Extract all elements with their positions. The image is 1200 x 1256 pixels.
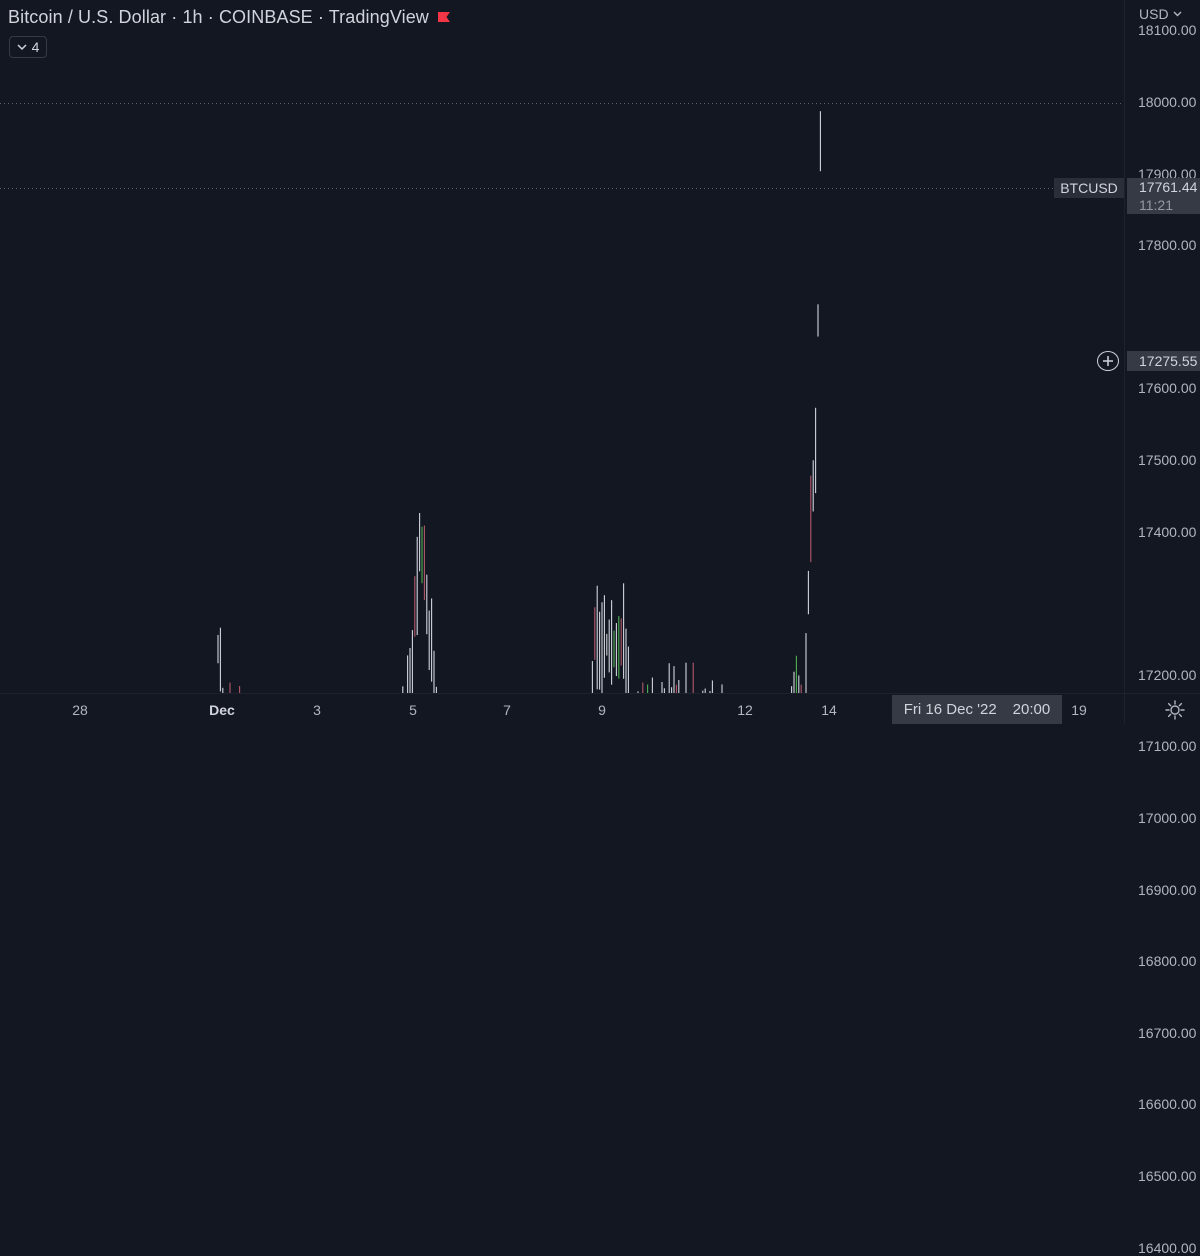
time-tick-label: Dec <box>209 702 235 718</box>
price-chart[interactable] <box>0 0 1124 693</box>
price-tick-label: 17500.00 <box>1138 452 1197 468</box>
price-tick-label: 18100.00 <box>1138 22 1197 39</box>
indicator-count: 4 <box>31 39 40 55</box>
chart-title: Bitcoin / U.S. Dollar · 1h · COINBASE · … <box>8 7 429 27</box>
last-price-label: 17761.44 11:21 <box>1127 178 1200 214</box>
price-tick-label: 16800.00 <box>1138 953 1197 970</box>
time-axis-divider <box>0 693 1200 694</box>
price-tick-label: 17600.00 <box>1138 380 1197 397</box>
symbol-label: BTCUSD <box>1054 178 1124 198</box>
crosshair-time: 20:00 <box>1012 701 1051 718</box>
chart-title-bar: Bitcoin / U.S. Dollar · 1h · COINBASE · … <box>8 7 451 28</box>
price-tick-label: 17200.00 <box>1138 666 1197 683</box>
plus-icon <box>1103 356 1113 366</box>
gear-icon[interactable] <box>1164 699 1186 721</box>
chevron-down-icon <box>1173 11 1182 17</box>
chevron-down-icon <box>17 43 27 50</box>
indicators-collapse-button[interactable]: 4 <box>9 36 47 58</box>
add-alert-plus-button[interactable] <box>1097 351 1119 371</box>
price-tick-label: 16400.00 <box>1138 1239 1197 1256</box>
crosshair-date: Fri 16 Dec '22 <box>903 701 997 718</box>
candles <box>217 111 821 693</box>
price-tick-label: 16500.00 <box>1138 1168 1197 1184</box>
price-tick-label: 16900.00 <box>1138 881 1197 898</box>
bar-countdown: 11:21 <box>1139 197 1173 213</box>
currency-selector[interactable]: USD <box>1139 6 1182 22</box>
price-tick-label: 16600.00 <box>1138 1096 1197 1113</box>
price-tick-label: 17000.00 <box>1138 810 1197 826</box>
time-tick-label: 3 <box>313 702 321 718</box>
price-tick-label: 16700.00 <box>1138 1024 1197 1041</box>
price-tick-label: 18000.00 <box>1138 94 1197 110</box>
flag-icon[interactable] <box>437 11 451 25</box>
time-tick-label: 9 <box>598 702 606 718</box>
time-tick-label: 28 <box>72 702 88 718</box>
price-tick-label: 17900.00 <box>1138 165 1197 182</box>
time-tick-label: 12 <box>737 702 753 718</box>
crosshair-date-label: Fri 16 Dec '22 20:00 <box>892 695 1062 724</box>
price-tick-label: 17400.00 <box>1138 523 1197 540</box>
currency-label: USD <box>1139 6 1169 22</box>
price-tick-label: 17100.00 <box>1138 738 1197 755</box>
time-tick-label: 5 <box>409 702 417 718</box>
time-tick-label: 19 <box>1071 702 1087 718</box>
time-tick-label: 7 <box>503 702 511 718</box>
time-tick-label: 14 <box>821 702 837 718</box>
price-axis-divider <box>1124 0 1125 724</box>
price-tick-label: 17800.00 <box>1138 237 1197 254</box>
last-price-value: 17761.44 <box>1139 179 1198 195</box>
crosshair-price-label: 17275.55 <box>1127 351 1200 371</box>
